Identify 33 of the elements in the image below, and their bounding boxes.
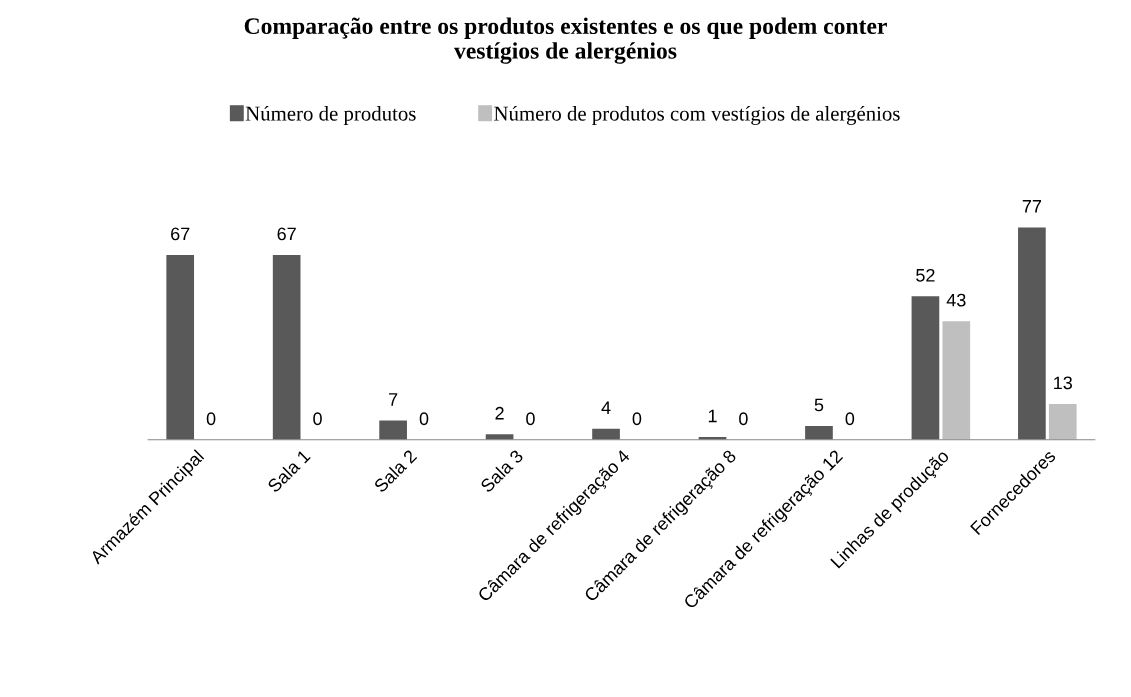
data-label: 0 — [526, 412, 535, 426]
bar — [911, 296, 940, 440]
legend-label: Número de produtos com vestígios de alergénios — [494, 105, 900, 125]
data-label: 0 — [845, 412, 855, 426]
data-label: 2 — [495, 406, 504, 420]
data-label: 0 — [419, 412, 429, 426]
data-label: 43 — [946, 293, 966, 307]
data-label: 67 — [277, 227, 296, 241]
data-label: 52 — [916, 268, 935, 282]
legend-label: Número de produtos — [245, 105, 416, 125]
data-label: 7 — [389, 393, 398, 406]
bar — [805, 426, 833, 440]
bar — [379, 420, 407, 440]
x-tick-label: Sala 2 — [372, 448, 418, 494]
data-label: 1 — [708, 409, 717, 423]
bar — [592, 428, 620, 440]
data-label: 67 — [171, 227, 190, 241]
bar — [1048, 403, 1077, 440]
data-label: 4 — [601, 401, 611, 414]
bar — [166, 254, 195, 440]
data-label: 13 — [1054, 376, 1073, 390]
x-tick-label: Sala 3 — [479, 448, 524, 494]
x-tick-label: Sala 1 — [266, 448, 311, 494]
data-label: 0 — [632, 412, 642, 426]
data-label: 0 — [739, 412, 748, 426]
chart-title: Comparação entre os produtos existentes e os que podem conter vestígios de alergénios — [244, 17, 887, 64]
data-label: 77 — [1022, 200, 1042, 213]
bar — [1018, 227, 1046, 440]
data-label: 5 — [814, 398, 824, 412]
bar — [272, 254, 301, 440]
data-label: 0 — [313, 412, 322, 426]
data-label: 0 — [206, 412, 216, 426]
bar — [942, 321, 971, 440]
